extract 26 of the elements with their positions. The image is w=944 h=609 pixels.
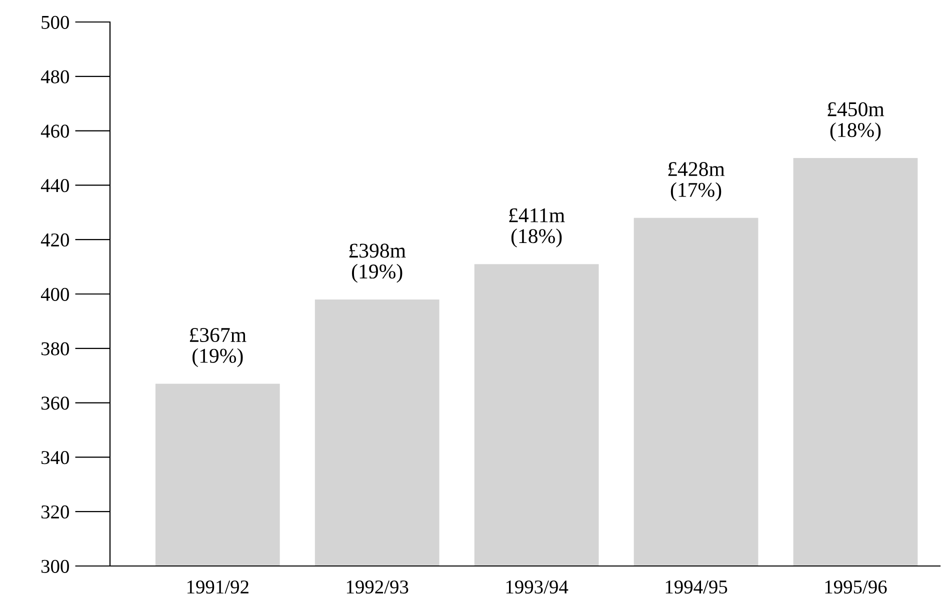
y-tick-label: 340 (41, 451, 69, 464)
y-tick-label: 460 (40, 124, 69, 138)
y-tick-label: 380 (41, 342, 69, 356)
annotation: (18%) (830, 122, 881, 142)
y-tick-label: 360 (41, 396, 69, 410)
data-label: £411m (509, 208, 565, 222)
x-tick-label: 1994/95 (666, 580, 728, 594)
annotation: (18%) (511, 228, 562, 248)
y-tick-label: 420 (40, 233, 69, 247)
annotation: (19%) (192, 348, 243, 368)
y-tick-label: 400 (40, 288, 69, 301)
x-tick-label: 1991/92 (187, 580, 248, 594)
x-tick-label: 1993/94 (506, 580, 568, 594)
data-label: £450m (828, 102, 884, 116)
data-label: £428m (668, 162, 725, 176)
x-tick-label: 1995/96 (825, 580, 887, 594)
data-label: £367m (190, 328, 246, 342)
y-tick-label: 300 (41, 560, 69, 573)
annotation: (19%) (352, 264, 402, 283)
x-tick-label: 1992/93 (346, 580, 408, 594)
y-tick-label: 320 (41, 505, 69, 519)
annotation: (17%) (670, 182, 722, 202)
y-tick-label: 500 (42, 16, 69, 29)
data-label: £398m (349, 244, 406, 258)
y-tick-label: 480 (40, 70, 69, 84)
y-tick-label: 440 (40, 179, 69, 192)
